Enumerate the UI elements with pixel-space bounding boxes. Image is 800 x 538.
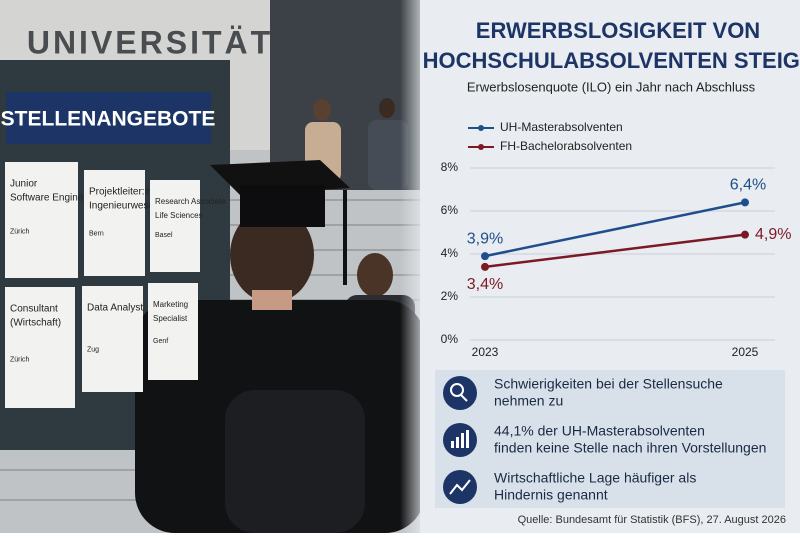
note-icons [443,376,477,504]
job-card [150,180,200,272]
job-location: Bern [89,230,104,237]
data-point [481,262,489,271]
y-tick-label: 8% [441,160,459,174]
note-text: nehmen zu [494,393,563,409]
value-label: 3,9% [467,230,503,247]
note-text: Wirtschaftliche Lage häufiger als [494,470,696,486]
job-card [84,170,145,276]
legend-label: UH-Masterabsolventen [500,120,623,134]
job-card [148,283,198,380]
job-title: Software Engineer [10,193,93,204]
building-sign: UNIVERSITÄT [27,24,273,60]
job-title: Life Sciences [155,211,203,220]
job-location: Basel [155,232,173,239]
notes-box [435,370,785,508]
data-point [481,252,489,261]
panel-fade [400,0,430,533]
value-label: 3,4% [467,276,503,293]
chart-title: ERWERBSLOSIGKEIT VON [476,18,760,43]
job-title: Junior [10,179,38,190]
series-line [484,201,746,258]
job-card [5,287,75,408]
job-location: Zürich [10,356,30,363]
x-tick-label: 2023 [472,345,499,359]
job-title: Projektleiter:in [89,187,152,198]
board-sign [6,92,211,144]
job-title: Research Associate [155,197,226,206]
y-tick-label: 0% [441,332,459,346]
job-location: Zug [87,346,99,353]
series-line [484,233,746,269]
note-text: Hindernis genannt [494,487,608,503]
job-card [82,286,143,392]
job-title: (Wirtschaft) [10,318,61,329]
job-location: Genf [153,338,168,345]
source: Quelle: Bundesamt für Statistik (BFS), 2… [518,514,786,526]
y-tick-label: 2% [441,289,459,303]
y-tick-label: 6% [441,203,459,217]
job-card [5,162,78,278]
graduate [135,160,425,533]
note-text: Schwierigkeiten bei der Stellensuche [494,376,723,392]
job-title: Specialist [153,314,188,323]
chart-title: HOCHSCHULABSOLVENTEN STEIGT [423,48,800,73]
note-text: finden keine Stelle nach ihren Vorstellu… [494,440,766,456]
data-point [741,230,749,239]
note-text: 44,1% der UH-Masterabsolventen [494,423,705,439]
value-label: 6,4% [730,177,766,194]
job-location: Zürich [10,228,30,235]
job-title: Data Analyst [87,303,143,314]
legend-label: FH-Bachelorabsolventen [500,139,632,153]
legend-dot [478,144,484,150]
y-tick-label: 4% [441,246,459,260]
chart-subtitle: Erwerbslosenquote (ILO) ein Jahr nach Ab… [467,79,756,94]
x-tick-label: 2025 [732,345,759,359]
value-label: 4,9% [755,226,791,243]
data-point [741,198,749,207]
board-title: STELLENANGEBOTE [1,108,216,131]
job-title: Marketing [153,300,188,309]
job-title: Consultant [10,304,58,315]
legend-dot [478,125,484,131]
job-title: Ingenieurwesen [89,201,160,212]
